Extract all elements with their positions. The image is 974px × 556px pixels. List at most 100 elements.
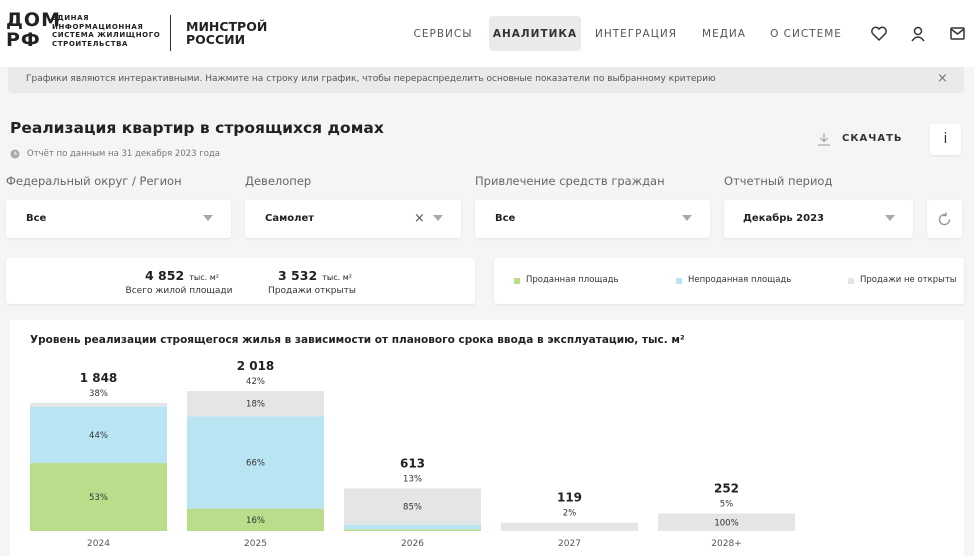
filter-value: Декабрь 2023 [743, 213, 825, 224]
legend: Проданная площадь Непроданная площадь Прод… [494, 258, 964, 304]
dropdown-arrow [433, 215, 443, 221]
logo[interactable]: ДОМ РФ [6, 10, 61, 50]
filter-select[interactable]: Все [6, 200, 231, 238]
summary-panel: 4 852 тыс. м² Всего жилой площади 3 532 … [6, 258, 475, 304]
bar-segment[interactable] [30, 406, 167, 464]
nav-item[interactable]: СЕРВИСЫ [413, 28, 473, 40]
filter-select[interactable]: Декабрь 2023 [724, 200, 913, 238]
refresh-button[interactable] [927, 200, 962, 238]
segment-label: 85% [403, 503, 422, 513]
bar-segment[interactable] [501, 522, 638, 531]
mail-icon[interactable] [950, 27, 965, 40]
ministry-line: РОССИИ [186, 32, 246, 47]
bar-segment[interactable] [344, 529, 481, 531]
segment-label: 53% [89, 493, 108, 503]
filter-value: Все [495, 213, 516, 224]
summary-value: 3 532 тыс. м² [278, 265, 352, 284]
logo-line: ЕДИНАЯ [52, 14, 90, 22]
share-label: 38% [89, 389, 108, 399]
x-tick-label: 2026 [401, 539, 424, 549]
filter-label: Девелопер [245, 174, 312, 188]
divider [170, 15, 171, 51]
chart-panel: Уровень реализации строящегося жилья в з… [10, 320, 964, 556]
logo-mark: ДОМ [6, 9, 61, 31]
total-label: 1 848 [80, 371, 118, 385]
summary-label: Продажи открыты [268, 286, 356, 296]
segment-label: 44% [89, 431, 108, 441]
bar-segment[interactable] [187, 508, 324, 531]
segment-label: 18% [246, 400, 265, 410]
bar-segment[interactable] [344, 524, 481, 530]
x-tick-label: 2027 [558, 539, 581, 549]
filter-value: Самолет [265, 213, 315, 224]
header: ДОМ РФ ЕДИНАЯ ИНФОРМАЦИОННАЯ СИСТЕМА ЖИЛ… [0, 0, 974, 67]
legend-swatch [676, 278, 682, 284]
total-label: 613 [400, 456, 425, 470]
summary-unit: тыс. м² [189, 273, 219, 282]
info-button[interactable]: i [930, 124, 961, 155]
close-button[interactable]: × [937, 71, 948, 86]
header-icons [871, 26, 965, 42]
logo-mark: РФ [6, 29, 41, 51]
nav-active-bg [489, 16, 581, 51]
nav-item[interactable]: О СИСТЕМЕ [770, 28, 842, 40]
bar-segment[interactable] [187, 416, 324, 509]
page-title: Реализация квартир в строящихся домах [10, 119, 384, 137]
segment-label: 16% [246, 516, 265, 526]
total-label: 252 [714, 482, 739, 496]
dropdown-arrow [682, 215, 692, 221]
filter-label: Отчетный период [724, 174, 833, 188]
filter-label: Привлечение средств граждан [475, 174, 665, 188]
x-tick-label: 2025 [244, 539, 267, 549]
clear-button[interactable]: × [414, 211, 425, 226]
summary-number: 4 852 [145, 268, 185, 283]
notice-bar: Графики являются интерактивными. Нажмите… [8, 67, 964, 93]
share-label: 42% [246, 377, 265, 387]
legend-label[interactable]: Проданная площадь [526, 275, 619, 285]
ministry: МИНСТРОЙ РОССИИ [186, 20, 267, 46]
logo-line: СИСТЕМА ЖИЛИЩНОГО [52, 31, 161, 40]
bar-segment[interactable] [30, 463, 167, 531]
summary-unit: тыс. м² [322, 273, 352, 282]
filter-select[interactable]: Самолет × [245, 200, 461, 238]
nav-item[interactable]: ИНТЕГРАЦИЯ [594, 28, 678, 40]
segment-label: 100% [714, 518, 738, 528]
stacked-bar-chart: 53% 44% 1 848 38% 2024 16% 66% 18% 2 018 42% 2025 8… [30, 359, 795, 549]
page-subtitle: Отчёт по данным на 31 декабря 2023 года [27, 149, 221, 159]
summary-number: 3 532 [278, 268, 318, 283]
share-label: 5% [720, 500, 734, 510]
filter-value: Все [26, 213, 47, 224]
nav-item[interactable]: МЕДИА [702, 28, 746, 40]
legend-swatch [514, 278, 520, 284]
refresh-icon [938, 212, 951, 226]
bar-segment[interactable] [187, 391, 324, 417]
profile-icon[interactable] [911, 26, 925, 42]
x-tick-label: 2024 [87, 539, 110, 549]
ministry-line: МИНСТРОЙ [186, 19, 268, 34]
legend-swatch [848, 278, 854, 284]
nav-item[interactable]: АНАЛИТИКА [492, 28, 578, 40]
x-tick-label: 2028+ [711, 539, 741, 549]
download-icon [818, 133, 830, 146]
total-label: 2 018 [237, 359, 275, 373]
share-label: 2% [563, 509, 577, 519]
logo-text: ЕДИНАЯ ИНФОРМАЦИОННАЯ СИСТЕМА ЖИЛИЩНОГО … [52, 14, 160, 48]
filter-label: Федеральный округ / Регион [6, 174, 182, 188]
total-label: 119 [557, 491, 582, 505]
filter-select[interactable]: Все [475, 200, 710, 238]
favorites-icon[interactable] [871, 26, 887, 42]
notice-text: Графики являются интерактивными. Нажмите… [26, 74, 716, 84]
bar-segment[interactable] [658, 513, 795, 531]
logo-line: ИНФОРМАЦИОННАЯ [52, 22, 144, 31]
chart-title: Уровень реализации строящегося жилья в з… [30, 334, 685, 346]
summary-value: 4 852 тыс. м² [145, 265, 219, 284]
legend-label[interactable]: Непроданная площадь [688, 275, 792, 285]
bar-segment[interactable] [344, 488, 481, 525]
logo-line: СТРОИТЕЛЬСТВА [52, 39, 129, 48]
segment-label: 66% [246, 458, 265, 468]
bar-segment[interactable] [30, 402, 167, 407]
download-button[interactable]: СКАЧАТЬ [842, 133, 903, 144]
share-label: 13% [403, 474, 422, 484]
legend-label[interactable]: Продажи не открыты [860, 275, 957, 285]
